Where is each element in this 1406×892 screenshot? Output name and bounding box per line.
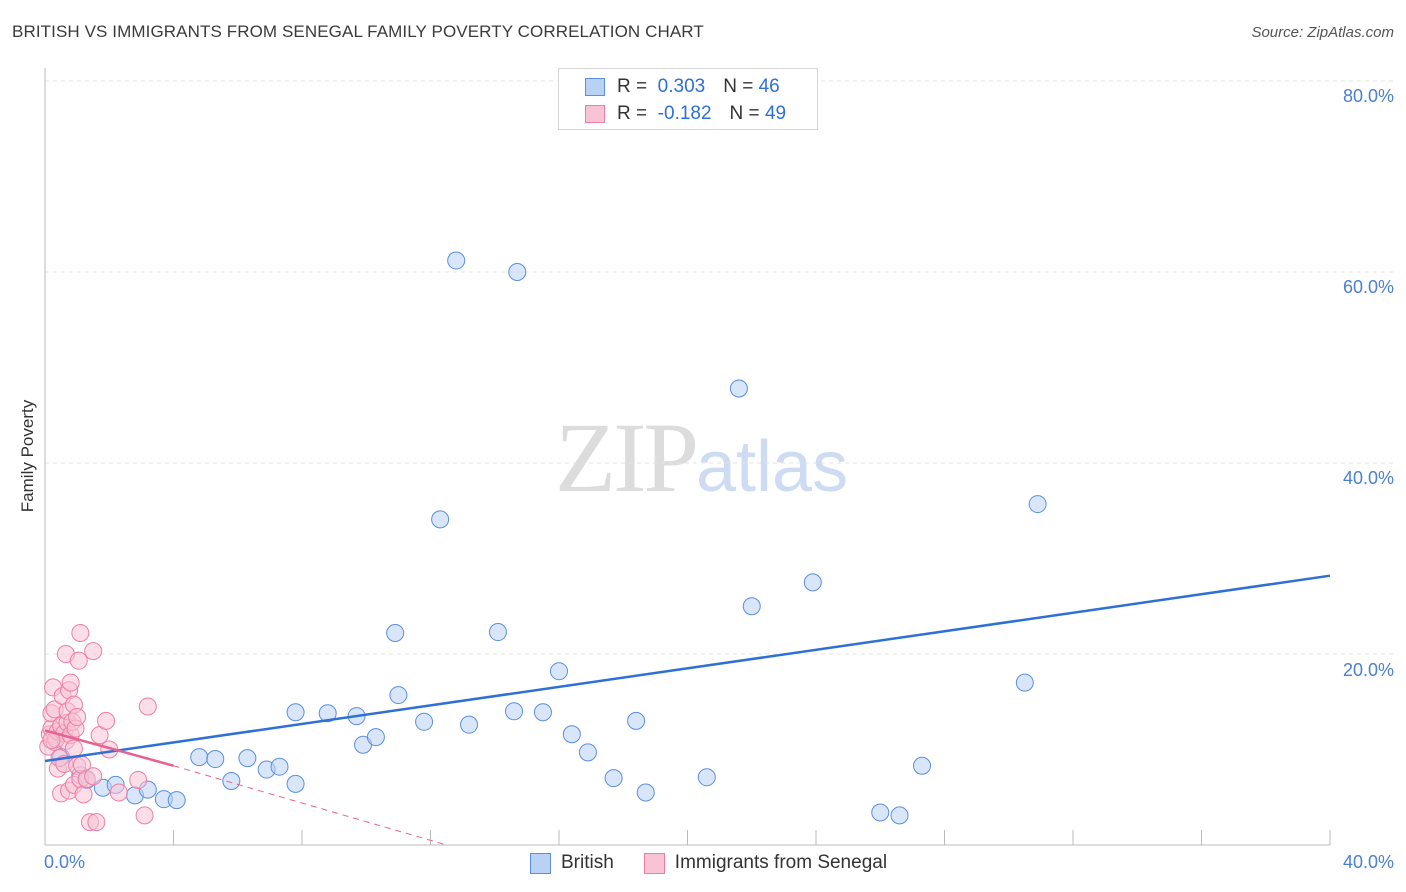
senegal-point (135, 806, 154, 825)
watermark: ZIPatlas (555, 400, 848, 515)
british-point (1028, 495, 1047, 514)
british-point (447, 251, 466, 270)
british-point (913, 756, 932, 775)
british-point (1015, 673, 1034, 692)
r-label: R = (617, 76, 648, 97)
n-label: N = (729, 103, 760, 124)
british-legend-label: British (561, 852, 614, 873)
british-point (742, 597, 761, 616)
senegal-point (61, 673, 80, 692)
british-point (505, 702, 524, 721)
british-point (550, 662, 568, 681)
british-point (318, 704, 337, 723)
x-tick-label-min: 0.0% (44, 852, 86, 872)
chart-title: BRITISH VS IMMIGRANTS FROM SENEGAL FAMIL… (12, 22, 704, 41)
british-point (206, 750, 225, 769)
british-point (431, 510, 450, 529)
x-tick-label-max: 40.0% (1342, 852, 1394, 872)
british-point (167, 791, 186, 810)
y-tick-label-20: 20.0% (1342, 660, 1394, 680)
british-r-value: 0.303 (657, 76, 706, 97)
legend-row-british: R = 0.303 N = 46 (585, 75, 780, 99)
senegal-point (71, 623, 90, 642)
senegal-point (69, 651, 88, 670)
british-point (222, 772, 241, 791)
senegal-point (109, 783, 128, 802)
british-point (389, 686, 408, 705)
r-label: R = (617, 103, 648, 124)
british-point (627, 711, 646, 730)
y-tick-label-40: 40.0% (1342, 468, 1394, 488)
british-point (578, 743, 597, 762)
senegal-point (87, 813, 106, 832)
source-label: Source: ZipAtlas.com (1251, 24, 1394, 41)
stats-legend: R = 0.303 N = 46 R = -0.182 N = 49 (558, 68, 818, 130)
senegal-point (84, 767, 103, 786)
senegal-point (74, 785, 93, 804)
british-point (270, 757, 289, 776)
british-legend-swatch (530, 852, 551, 874)
senegal-legend-swatch (643, 852, 665, 874)
y-tick-label-80: 80.0% (1342, 86, 1394, 106)
legend-row-senegal: R = -0.182 N = 49 (585, 102, 786, 126)
british-n-value: 46 (758, 76, 780, 97)
senegal-n-value: 49 (764, 103, 787, 124)
y-tick-label-60: 60.0% (1342, 277, 1394, 297)
british-point (286, 703, 305, 722)
senegal-point (129, 771, 148, 790)
y-axis-label: Family Poverty (18, 399, 37, 513)
senegal-r-value: -0.182 (657, 103, 712, 124)
senegal-trend-line (44, 729, 174, 767)
series-legend: British Immigrants from Senegal (530, 852, 887, 874)
british-point (508, 263, 527, 281)
british-point (190, 748, 209, 767)
senegal-point (84, 642, 103, 661)
senegal-point (64, 739, 83, 758)
british-point (386, 623, 405, 642)
british-point (286, 774, 305, 793)
senegal-swatch (585, 105, 605, 123)
senegal-point (68, 708, 87, 727)
n-label: N = (723, 76, 754, 97)
british-point (488, 623, 507, 642)
british-point (533, 703, 552, 722)
british-point (871, 803, 890, 822)
british-point (697, 768, 716, 787)
senegal-legend-label: Immigrants from Senegal (674, 852, 888, 873)
british-swatch (585, 78, 605, 96)
watermark-atlas: atlas (696, 427, 849, 507)
british-point (238, 749, 257, 768)
british-point (366, 728, 385, 747)
british-point (729, 379, 748, 398)
british-point (415, 712, 434, 731)
british-point (890, 806, 909, 825)
british-point (460, 715, 479, 734)
british-point (636, 783, 655, 802)
senegal-point (138, 697, 157, 716)
british-point (604, 769, 623, 788)
british-point (562, 725, 581, 744)
british-point (803, 573, 822, 592)
watermark-zip: ZIP (555, 402, 699, 513)
senegal-trend-line (173, 765, 447, 846)
senegal-point (97, 711, 116, 730)
british-trend-line (44, 574, 1331, 763)
